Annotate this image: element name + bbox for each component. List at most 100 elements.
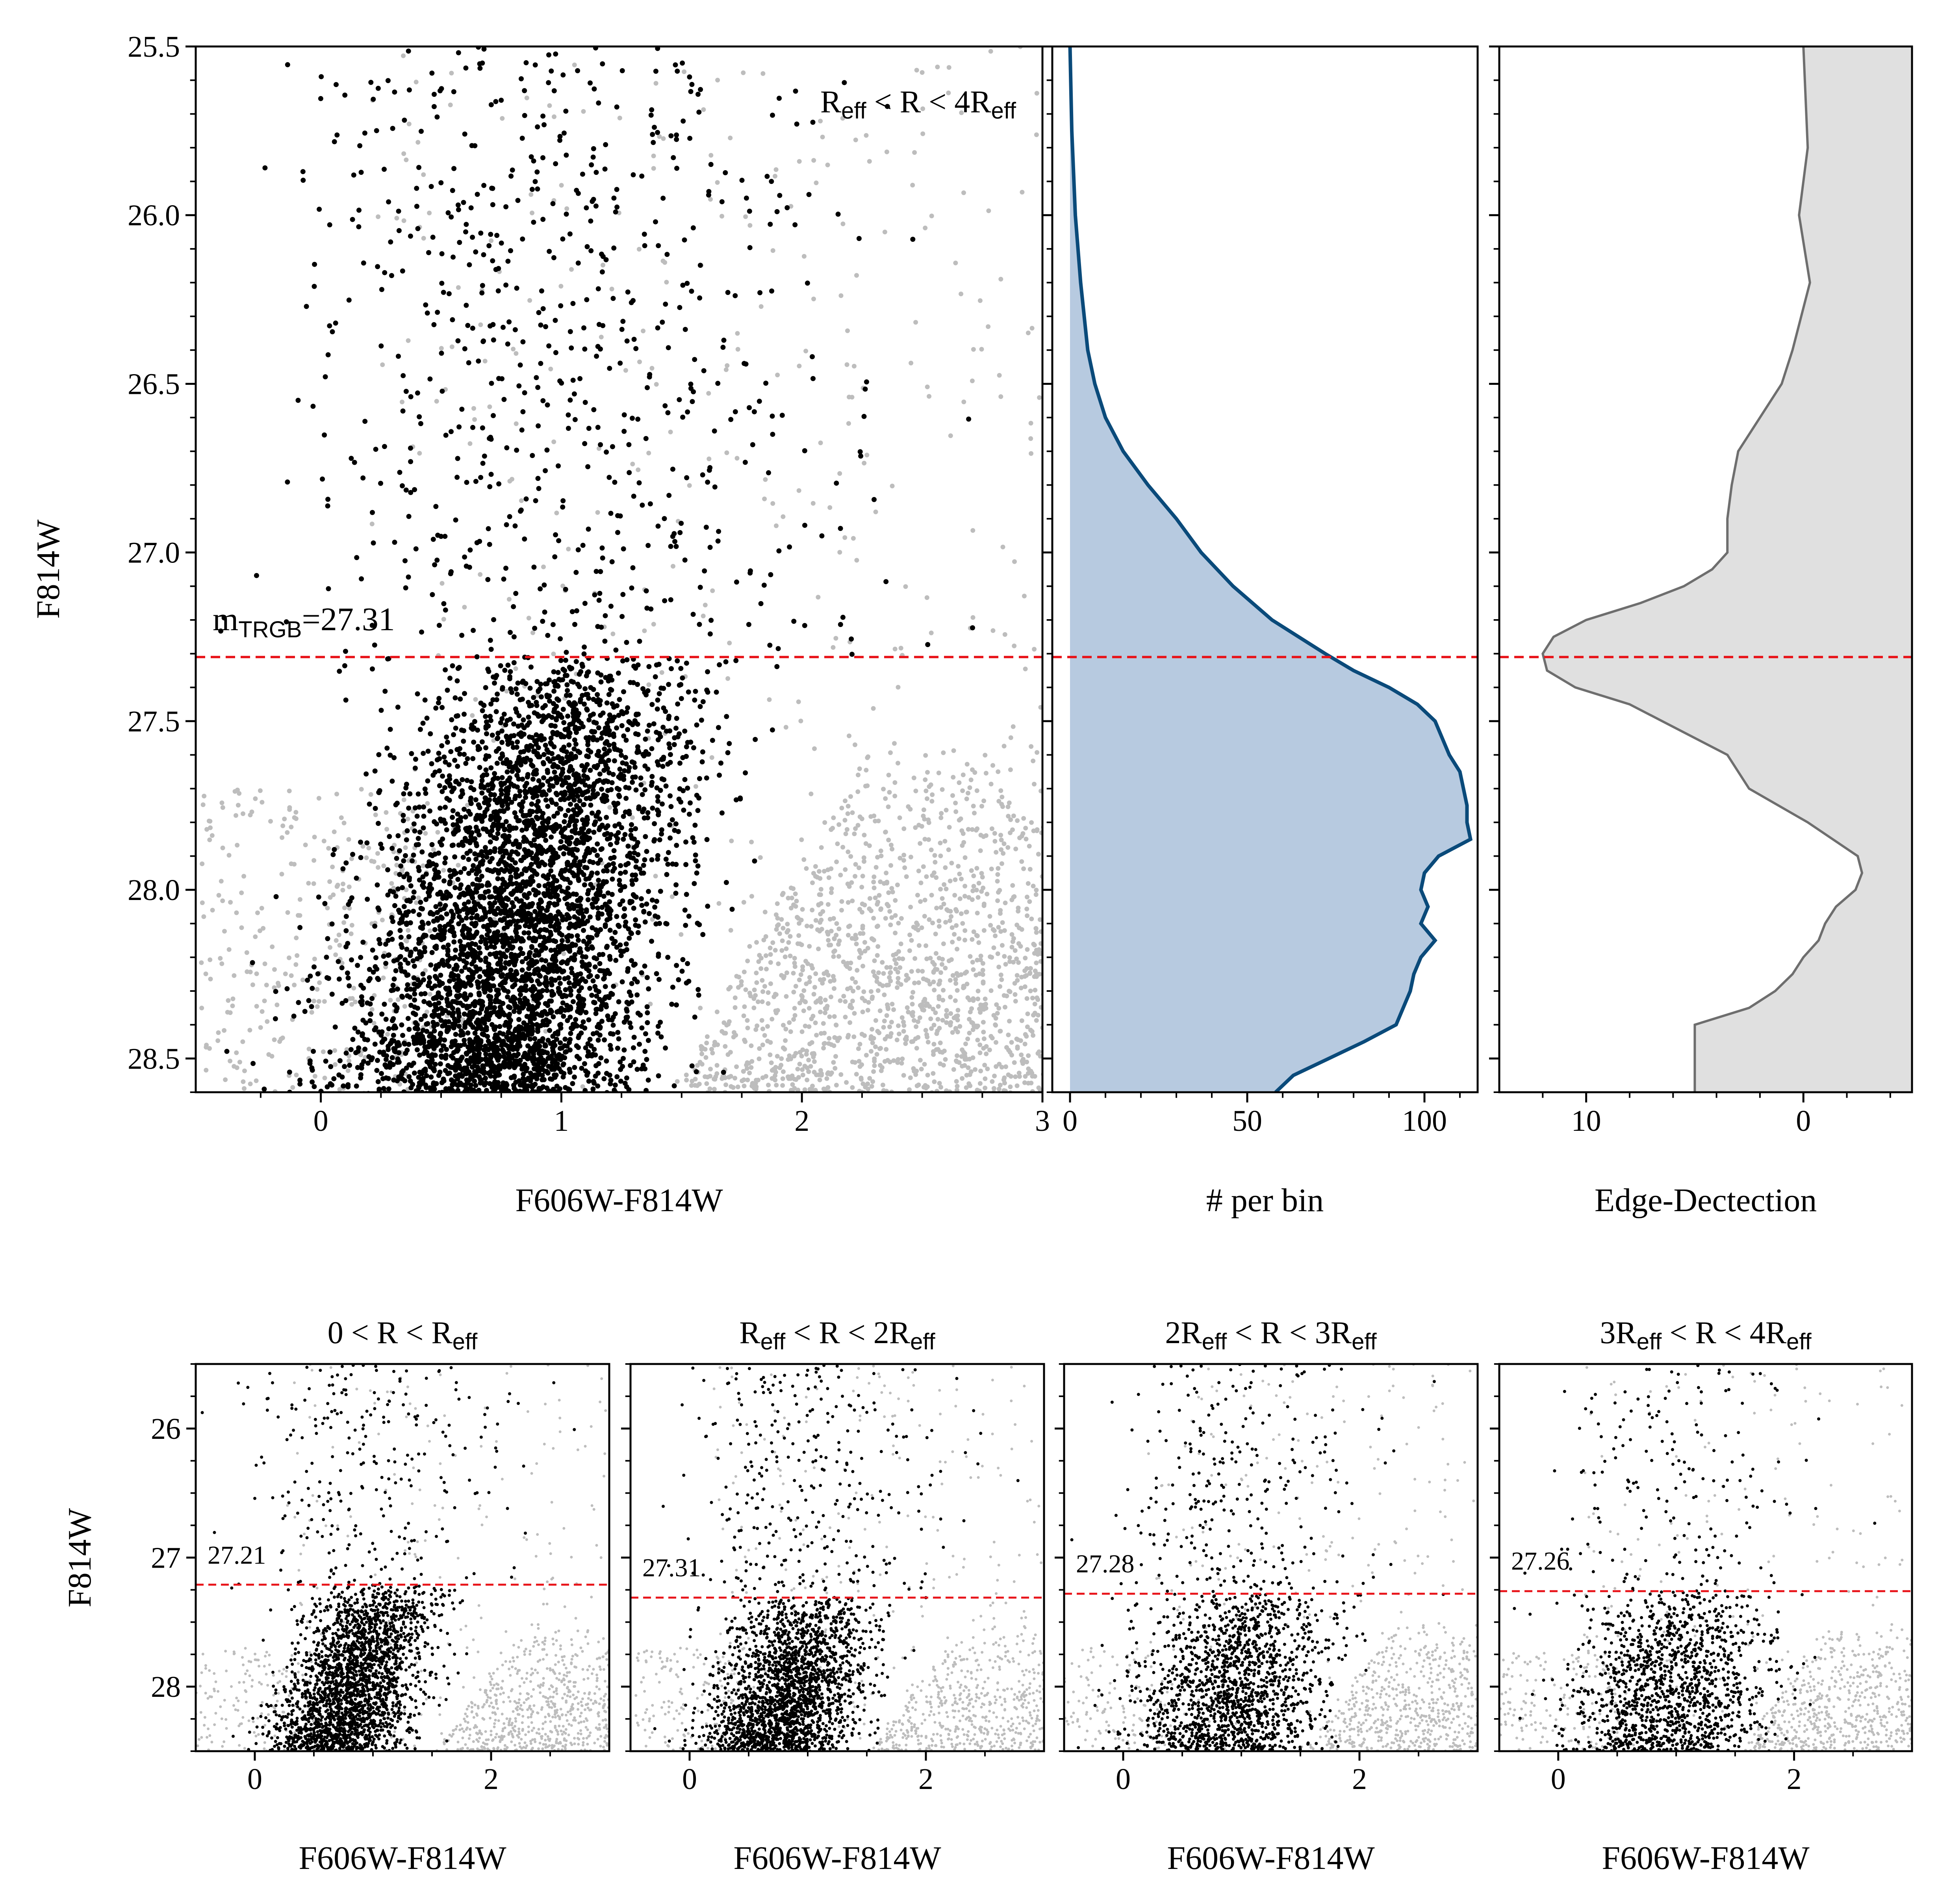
cmd-main-selected-point (402, 118, 407, 123)
cmd-main-selected-point (606, 1096, 611, 1101)
cmd-main-rejected-point (836, 954, 841, 959)
cmd-main-rejected-point (210, 908, 215, 913)
cmd-main-selected-point (539, 1099, 544, 1104)
cmd-main-selected-point (325, 503, 330, 508)
cmd-main-selected-point (462, 866, 467, 871)
cmd-main-selected-point (573, 417, 578, 422)
cmd-main-rejected-point (1029, 820, 1034, 825)
cmd-main-selected-point (506, 319, 512, 325)
cmd-main-rejected-point (940, 957, 945, 961)
cmd-main-rejected-point (970, 889, 975, 893)
cmd-main-rejected-point (1056, 1082, 1061, 1087)
cmd-main-selected-point (434, 1095, 440, 1100)
cmd-main-selected-point (679, 521, 684, 526)
cmd-main-selected-point (477, 765, 482, 770)
cmd-main-selected-point (407, 791, 412, 796)
cmd-main-rejected-point (871, 706, 876, 711)
cmd-main-selected-point (462, 712, 467, 717)
cmd-main-rejected-point (204, 972, 208, 976)
cmd-main-rejected-point (407, 122, 412, 126)
cmd-main-rejected-point (828, 917, 833, 922)
cmd-main-rejected-point (279, 1037, 284, 1041)
cmd-main-rejected-point (354, 1102, 358, 1106)
cmd-main-rejected-point (254, 1004, 259, 1009)
cmd-main-rejected-point (1009, 1040, 1014, 1045)
cmd-main-rejected-point (1032, 647, 1037, 651)
cmd-main-rejected-point (704, 1081, 709, 1086)
cmd-main-rejected-point (878, 1063, 883, 1068)
cmd-main-rejected-point (952, 932, 957, 937)
cmd-main-rejected-point (723, 1104, 728, 1108)
cmd-main-selected-point (516, 1017, 521, 1022)
cmd-main-rejected-point (307, 1047, 312, 1051)
cmd-main-rejected-point (858, 1042, 862, 1047)
cmd-main-selected-point (399, 935, 404, 940)
cmd-main-rejected-point (386, 1102, 391, 1107)
cmd-main-rejected-point (1010, 828, 1015, 832)
cmd-main-rejected-point (981, 981, 986, 985)
cmd-main-selected-point (716, 529, 721, 534)
cmd-main-rejected-point (207, 837, 212, 842)
cmd-main-rejected-point (636, 468, 640, 472)
cmd-main-rejected-point (242, 1086, 247, 1091)
cmd-main-rejected-point (773, 1008, 778, 1013)
cmd-main-rejected-point (943, 966, 948, 971)
cmd-main-selected-point (358, 840, 363, 845)
cmd-main-selected-point (463, 1095, 468, 1100)
cmd-main-rejected-point (782, 1102, 787, 1106)
cmd-main-selected-point (495, 761, 500, 766)
cmd-main-selected-point (447, 868, 453, 873)
cmd-main-rejected-point (755, 1023, 759, 1028)
cmd-main-rejected-point (963, 884, 967, 889)
cmd-main-rejected-point (1035, 750, 1039, 755)
cmd-main-rejected-point (816, 946, 821, 951)
cmd-main-rejected-point (925, 384, 930, 389)
cmd-main-rejected-point (982, 1063, 987, 1067)
cmd-main-selected-point (698, 585, 703, 590)
cmd-main-rejected-point (969, 868, 974, 873)
cmd-main-rejected-point (843, 1015, 848, 1019)
cmd-main-selected-point (424, 1103, 429, 1108)
cmd-main-selected-point (446, 943, 451, 948)
cmd-main-rejected-point (989, 782, 994, 787)
cmd-main-rejected-point (232, 1064, 236, 1069)
cmd-main-rejected-point (826, 938, 831, 943)
cmd-main-rejected-point (768, 982, 773, 986)
cmd-main-rejected-point (926, 1040, 931, 1045)
cmd-main-rejected-point (253, 796, 258, 801)
cmd-main-rejected-point (947, 959, 951, 963)
cmd-main-rejected-point (930, 873, 935, 878)
cmd-main-rejected-point (527, 616, 531, 620)
cmd-main-rejected-point (468, 441, 473, 446)
cmd-main-rejected-point (860, 817, 864, 821)
cmd-main-rejected-point (851, 989, 855, 993)
cmd-main-selected-point (858, 449, 863, 454)
cmd-main-rejected-point (839, 293, 844, 298)
cmd-main-rejected-point (415, 140, 420, 145)
cmd-main-rejected-point (332, 1048, 337, 1053)
cmd-main-rejected-point (715, 1102, 720, 1107)
cmd-main-rejected-point (780, 939, 785, 943)
cmd-main-rejected-point (848, 924, 852, 928)
cmd-main-rejected-point (1033, 1002, 1037, 1006)
cmd-main-selected-point (769, 179, 774, 184)
cmd-main-rejected-point (901, 853, 906, 857)
cmd-main-rejected-point (957, 872, 962, 876)
cmd-main-rejected-point (889, 886, 894, 891)
cmd-main-rejected-point (779, 948, 784, 953)
cmd-main-selected-point (363, 772, 369, 777)
cmd-main-rejected-point (912, 776, 916, 780)
cmd-main-selected-point (966, 417, 971, 422)
cmd-main-selected-point (484, 731, 489, 736)
cmd-main-rejected-point (781, 514, 785, 519)
cmd-main-rejected-point (871, 969, 876, 974)
cmd-main-rejected-point (920, 1008, 925, 1012)
cmd-main-rejected-point (763, 477, 768, 482)
cmd-main-selected-point (690, 399, 695, 404)
cmd-main-rejected-point (786, 940, 791, 945)
cmd-main-selected-point (421, 885, 426, 890)
cmd-main-selected-point (451, 808, 456, 813)
cmd-main-selected-point (656, 1073, 661, 1078)
cmd-main-rejected-point (892, 794, 897, 798)
cmd-main-rejected-point (239, 891, 244, 895)
